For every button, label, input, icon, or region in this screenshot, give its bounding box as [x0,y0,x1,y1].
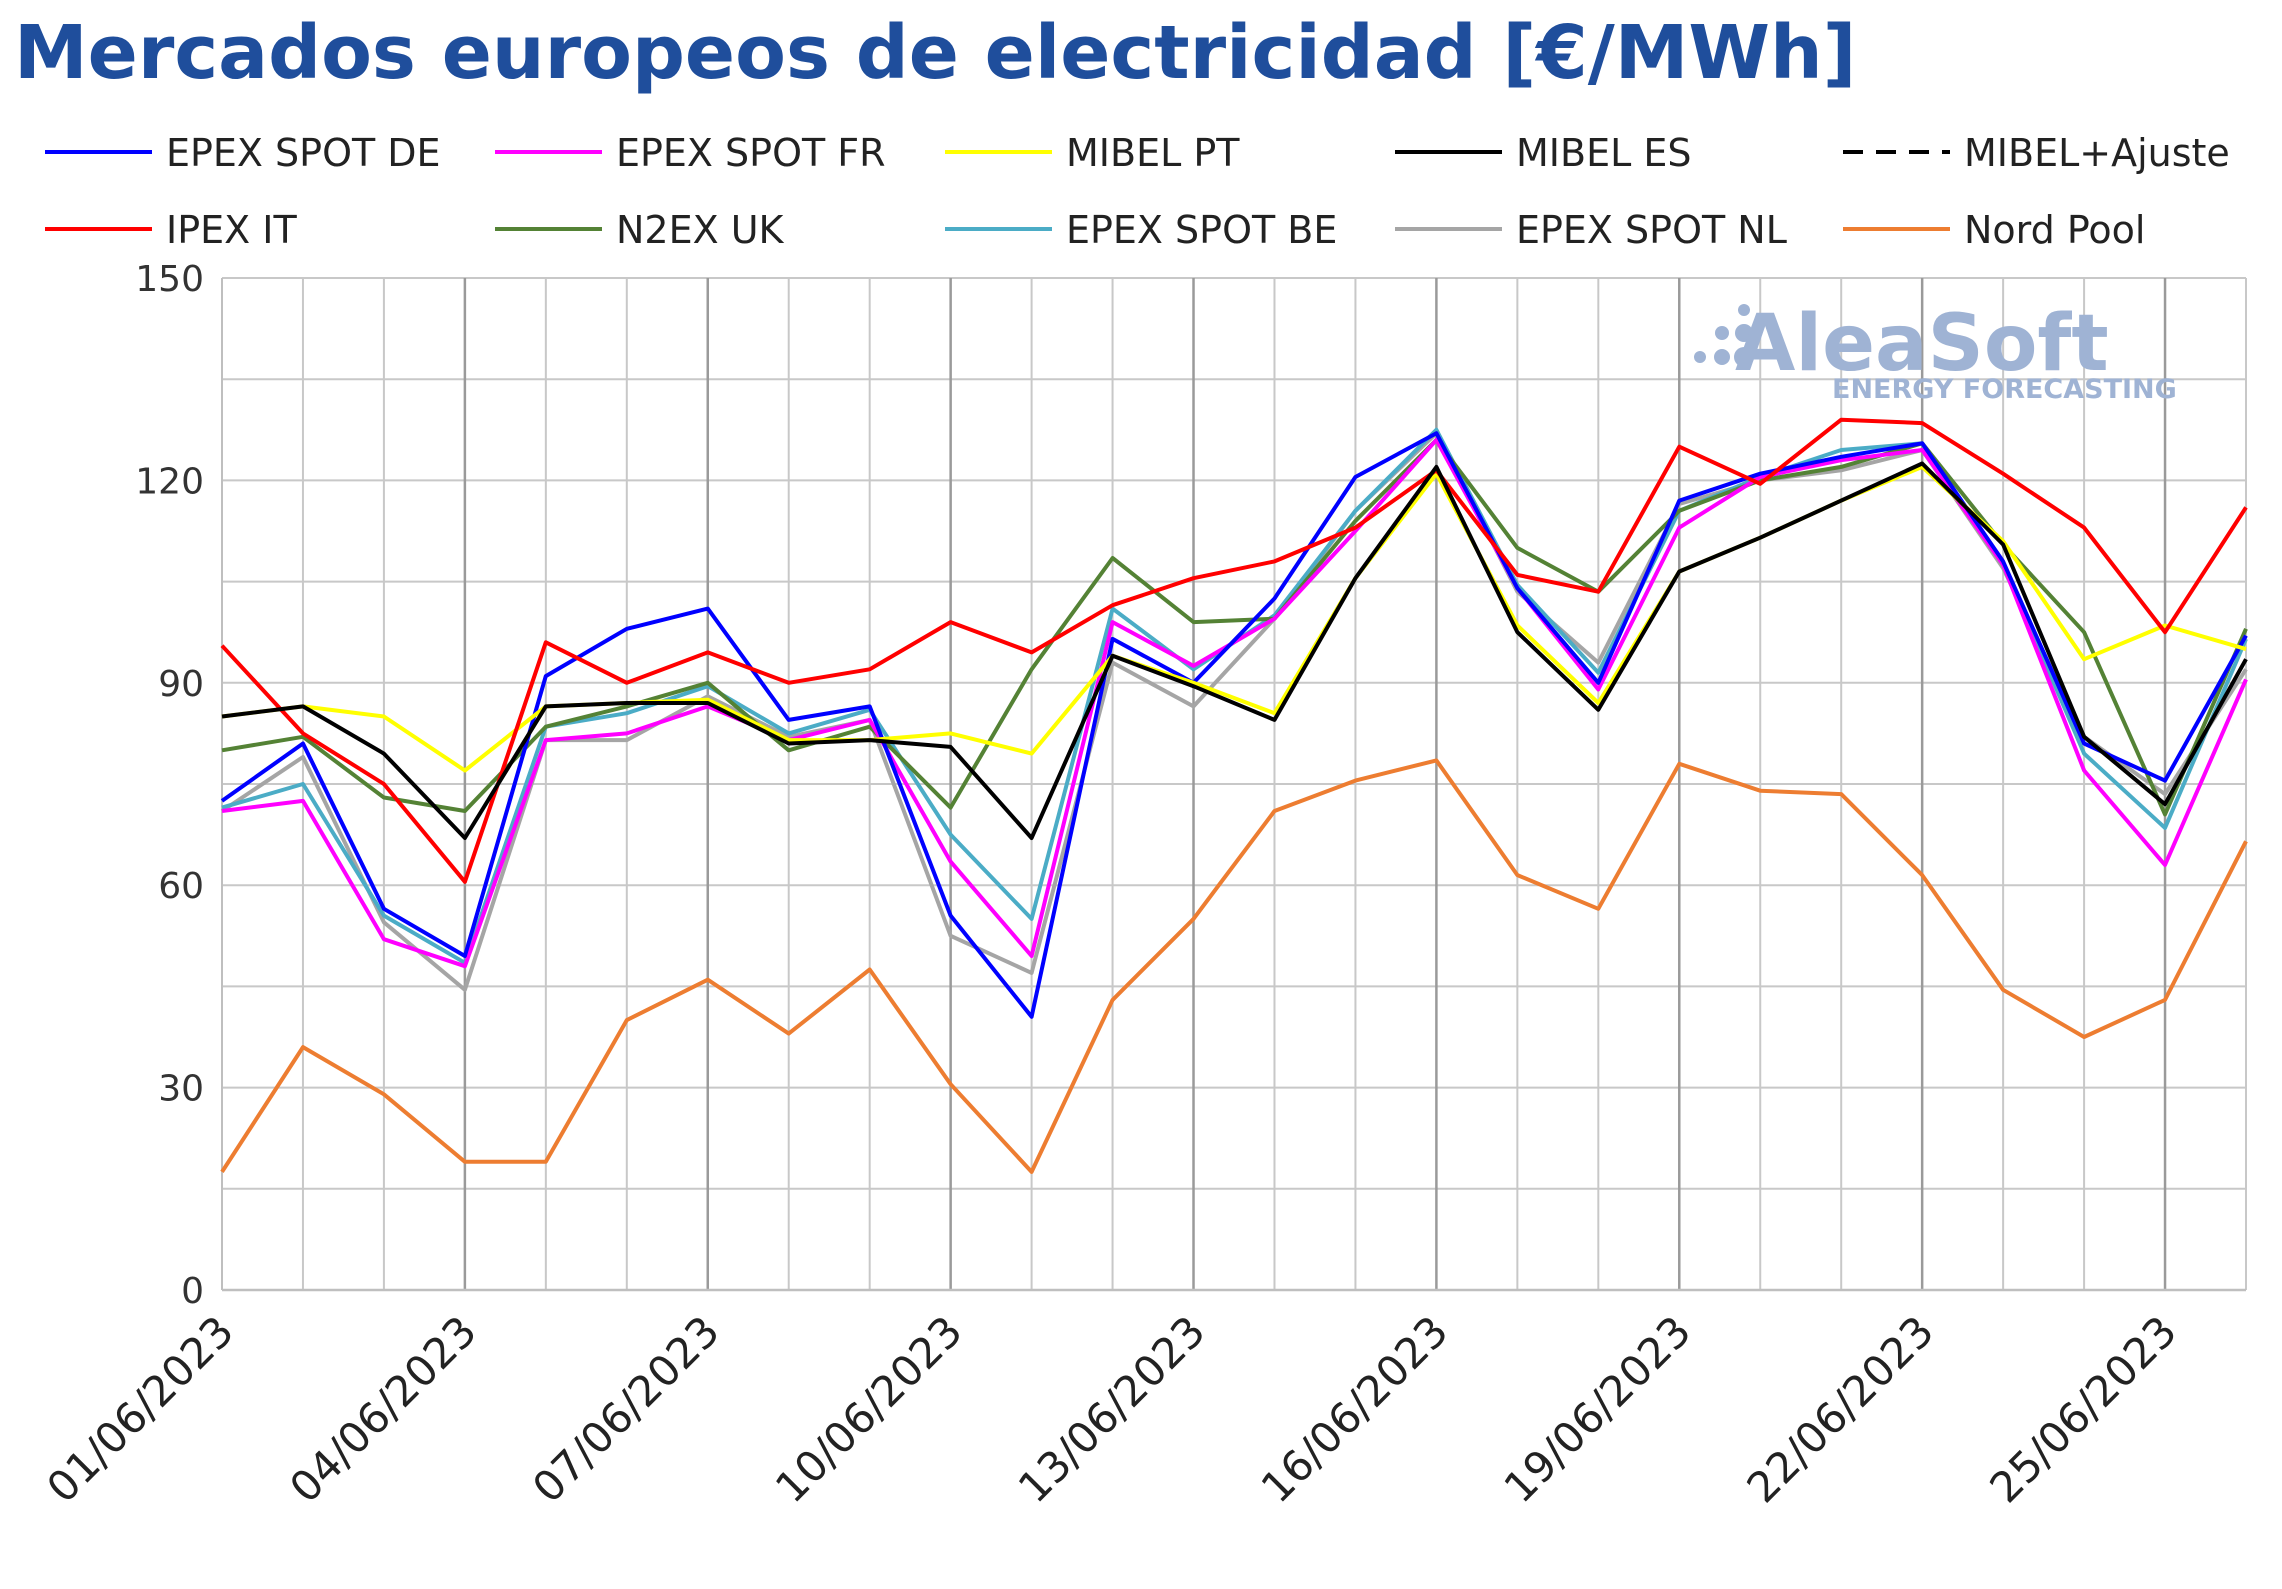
legend-label-mibel-pt: MIBEL PT [1066,131,1240,175]
watermark-brand: AleaSoft [1735,299,2109,389]
x-tick-label: 01/06/2023 [37,1306,243,1512]
y-tick-label: 0 [181,1271,204,1312]
logo-dot [1694,351,1706,363]
x-tick-label: 13/06/2023 [1009,1306,1215,1512]
x-tick-label: 25/06/2023 [1980,1306,2186,1512]
chart-title: Mercados europeos de electricidad [€/MWh… [14,10,1857,96]
watermark-tagline: ENERGY FORECASTING [1832,374,2177,405]
legend-label-nord-pool: Nord Pool [1964,208,2145,252]
series-line-nord-pool [220,758,2248,1174]
logo-dot [1714,349,1730,365]
logo-dot [1738,304,1750,316]
legend-label-epex-spot-nl: EPEX SPOT NL [1516,208,1787,252]
series-line-mibel-es [221,461,2248,840]
legend-label-mibel-ajuste: MIBEL+Ajuste [1964,131,2230,175]
x-tick-label: 07/06/2023 [523,1306,729,1512]
y-tick-label: 30 [158,1069,204,1110]
legend-label-epex-spot-de: EPEX SPOT DE [166,131,441,175]
legend-label-epex-spot-be: EPEX SPOT BE [1066,208,1337,252]
x-tick-label: 19/06/2023 [1495,1306,1701,1512]
logo-dot [1735,324,1753,342]
legend-label-ipex-it: IPEX IT [166,208,297,252]
y-tick-label: 90 [158,664,204,705]
legend-label-mibel-es: MIBEL ES [1516,131,1691,175]
y-axis-ticks: 0 30 60 90 120 150 [135,259,204,1312]
x-tick-label: 10/06/2023 [766,1306,972,1512]
legend-label-epex-spot-fr: EPEX SPOT FR [616,131,886,175]
y-tick-label: 150 [135,259,204,300]
x-tick-label: 22/06/2023 [1737,1306,1943,1512]
x-axis-ticks: 01/06/2023 04/06/2023 07/06/2023 10/06/2023… [37,1306,2186,1512]
series-line-ipex-it [220,417,2248,884]
legend: EPEX SPOT DE EPEX SPOT FR MIBEL PT MIBEL ES… [45,131,2230,252]
series-layer [220,417,2248,1174]
logo-dot [1734,347,1754,367]
aleasoft-logo-icon [1694,304,1754,367]
logo-dot [1715,326,1729,340]
y-tick-label: 120 [135,461,204,502]
watermark-logo: AleaSoft ENERGY FORECASTING [1694,299,2177,405]
x-tick-label: 16/06/2023 [1252,1306,1458,1512]
y-tick-label: 60 [158,866,204,907]
series-line-n2ex-uk [221,437,2248,817]
series-line-epex-spot-de [220,431,2248,1019]
x-tick-label: 04/06/2023 [280,1306,486,1512]
legend-label-n2ex-uk: N2EX UK [616,208,785,252]
